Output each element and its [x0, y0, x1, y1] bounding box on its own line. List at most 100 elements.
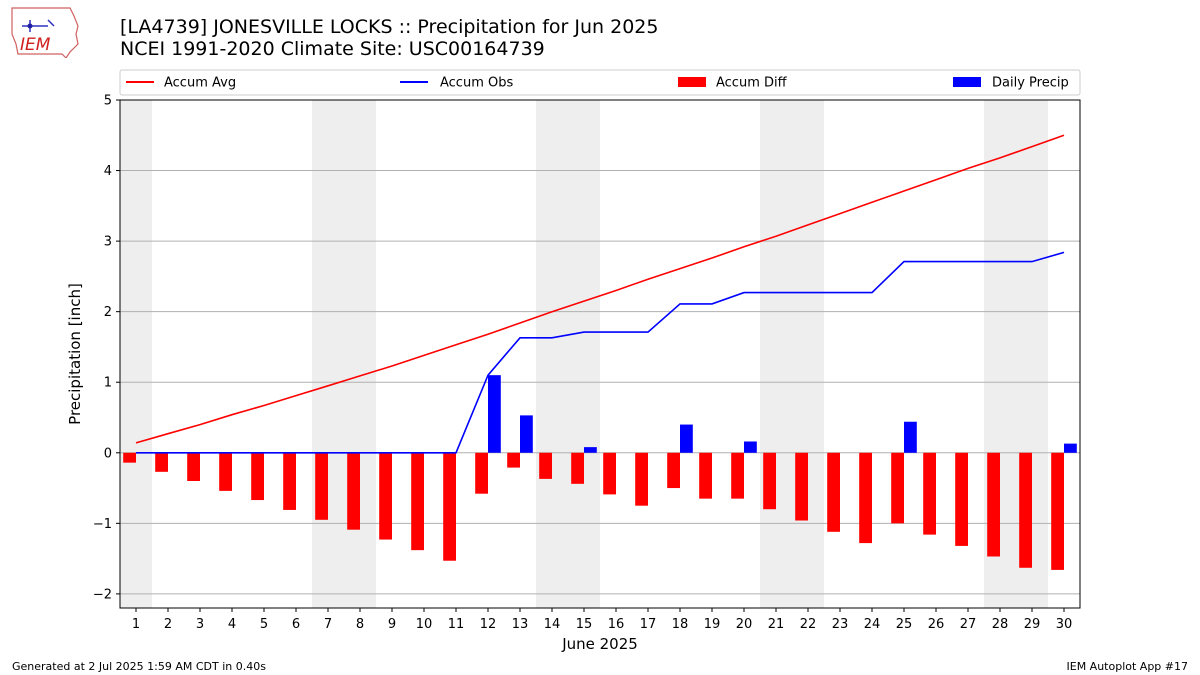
x-tick-label-19: 19 — [704, 617, 721, 632]
x-tick-label-14: 14 — [544, 617, 561, 632]
y-tick-label-0: −2 — [93, 587, 112, 602]
x-tick-label-1: 1 — [132, 617, 140, 632]
plot-frame — [119, 99, 1081, 609]
accum-diff-bar-26 — [923, 452, 936, 535]
accum-diff-bar-8 — [347, 452, 360, 530]
accum-diff-bar-3 — [187, 452, 200, 481]
legend-label-accum-diff: Accum Diff — [716, 76, 788, 91]
daily-precip-bar-20 — [744, 441, 757, 453]
accum-avg-line — [135, 134, 1065, 444]
legend-swatch-daily-precip — [953, 77, 981, 87]
y-tick-label-6: 4 — [104, 164, 112, 179]
weekend-shading — [120, 100, 1048, 608]
x-tick-label-13: 13 — [512, 617, 529, 632]
weekend-shade-3 — [760, 100, 824, 608]
daily-precip-bar-13 — [520, 415, 533, 453]
weekend-shade-0 — [120, 100, 152, 608]
x-tick-label-26: 26 — [928, 617, 945, 632]
accum-diff-bar-24 — [859, 452, 872, 544]
accum-diff-bar-27 — [955, 452, 968, 546]
accum-diff-bar-28 — [987, 452, 1000, 557]
accum-diff-bar-29 — [1019, 452, 1032, 568]
x-tick-label-2: 2 — [164, 617, 172, 632]
legend-frame — [119, 69, 1081, 96]
iowa-state-outline-icon — [11, 7, 79, 58]
station-dot-icon — [27, 23, 33, 29]
legend: Accum Avg Accum Obs Accum Diff Daily Pre… — [119, 69, 1081, 96]
accum-diff-bar-19 — [699, 452, 712, 499]
accum-diff-bar-2 — [155, 452, 168, 472]
x-tick-label-11: 11 — [448, 617, 465, 632]
y-tick-label-2: 0 — [104, 446, 112, 461]
x-tick-label-10: 10 — [416, 617, 433, 632]
accum-diff-bar-22 — [795, 452, 808, 521]
x-tick-label-28: 28 — [992, 617, 1009, 632]
x-tick-label-9: 9 — [388, 617, 396, 632]
daily-precip-bar-15 — [584, 447, 597, 453]
x-tick-label-17: 17 — [640, 617, 657, 632]
logo-text: IEM — [20, 35, 51, 55]
x-tick-label-16: 16 — [608, 617, 625, 632]
y-axis-label: Precipitation [inch] — [66, 283, 84, 425]
legend-label-daily-precip: Daily Precip — [992, 76, 1069, 91]
accum-diff-bar-4 — [219, 452, 232, 491]
x-tick-label-30: 30 — [1056, 617, 1073, 632]
iem-logo: IEM — [11, 7, 79, 58]
x-tick-label-4: 4 — [228, 617, 236, 632]
accum-diff-bar-5 — [251, 452, 264, 501]
y-tick-label-3: 1 — [104, 376, 112, 391]
daily-precip-bar-25 — [904, 421, 917, 453]
footer-generated-text: Generated at 2 Jul 2025 1:59 AM CDT in 0… — [12, 660, 266, 673]
accum-diff-bar-6 — [283, 452, 296, 510]
x-axis-ticks: 1 2 3 4 5 6 7 8 9 10 11 12 13 14 15 16 17 18 19 20 21 22 23 24 2… — [132, 608, 1072, 632]
y-tick-label-7: 5 — [104, 94, 112, 109]
x-tick-label-12: 12 — [480, 617, 497, 632]
accum-diff-bar-1 — [123, 452, 136, 463]
lines — [135, 134, 1065, 454]
legend-label-accum-avg: Accum Avg — [164, 76, 236, 91]
accum-diff-bar-21 — [763, 452, 776, 510]
x-tick-label-23: 23 — [832, 617, 849, 632]
accum-diff-bar-20 — [731, 452, 744, 499]
x-tick-label-29: 29 — [1024, 617, 1041, 632]
x-tick-label-20: 20 — [736, 617, 753, 632]
footer-app-text: IEM Autoplot App #17 — [1066, 660, 1189, 673]
daily-precip-bar-18 — [680, 424, 693, 453]
accum-diff-bar-14 — [539, 452, 552, 479]
y-tick-label-4: 2 — [104, 305, 112, 320]
x-axis-label: June 2025 — [561, 635, 638, 653]
x-tick-label-18: 18 — [672, 617, 689, 632]
accum-diff-bar-16 — [603, 452, 616, 495]
title-line-1: [LA4739] JONESVILLE LOCKS :: Precipitati… — [120, 16, 659, 38]
y-tick-label-5: 3 — [104, 235, 112, 250]
accum-diff-bar-12 — [475, 452, 488, 494]
x-tick-label-22: 22 — [800, 617, 817, 632]
accum-diff-bar-23 — [827, 452, 840, 532]
accum-diff-bar-18 — [667, 452, 680, 489]
x-tick-label-6: 6 — [292, 617, 300, 632]
x-tick-label-5: 5 — [260, 617, 268, 632]
chart-title: [LA4739] JONESVILLE LOCKS :: Precipitati… — [120, 16, 658, 60]
accum-diff-bar-17 — [635, 452, 648, 506]
accum-diff-bar-13 — [507, 452, 520, 468]
accum-diff-bar-10 — [411, 452, 424, 551]
accum-diff-bar-15 — [571, 452, 584, 484]
x-tick-label-8: 8 — [356, 617, 364, 632]
accum-diff-bar-11 — [443, 452, 456, 561]
x-tick-label-15: 15 — [576, 617, 593, 632]
y-tick-label-1: −1 — [93, 517, 112, 532]
x-tick-label-7: 7 — [324, 617, 332, 632]
x-tick-label-24: 24 — [864, 617, 881, 632]
accum-diff-bar-25 — [891, 452, 904, 524]
daily-precip-bar-30 — [1064, 443, 1077, 453]
accum-diff-bar-7 — [315, 452, 328, 520]
title-line-2: NCEI 1991-2020 Climate Site: USC00164739 — [120, 38, 545, 60]
daily-precip-bar-12 — [488, 375, 501, 453]
legend-swatch-accum-diff — [678, 77, 706, 87]
x-tick-label-27: 27 — [960, 617, 977, 632]
accum-diff-bar-30 — [1051, 452, 1064, 570]
legend-label-accum-obs: Accum Obs — [440, 76, 513, 91]
accum-diff-bar-9 — [379, 452, 392, 540]
x-tick-label-3: 3 — [196, 617, 204, 632]
